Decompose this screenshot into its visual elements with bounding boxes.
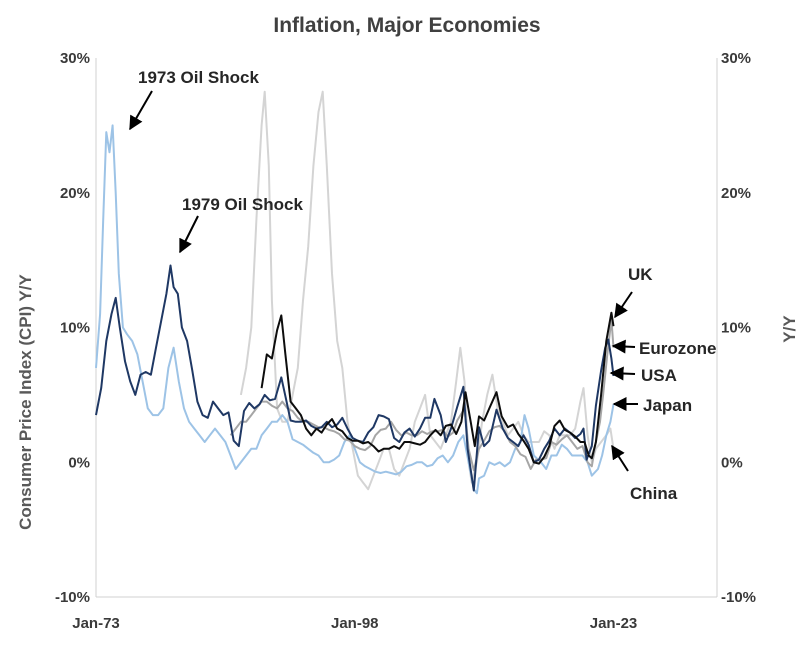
y-tick-label-right: -10%: [721, 589, 756, 606]
x-tick-label: Jan-73: [72, 615, 120, 632]
series-line-eurozone: [229, 318, 615, 472]
label-japan: Japan: [643, 396, 692, 415]
y-tick-label-left: 0%: [68, 454, 90, 471]
label-arrow-eurozone: [611, 339, 636, 354]
chart-title: Inflation, Major Economies: [273, 14, 540, 37]
y-tick-label-right: 0%: [721, 454, 743, 471]
y-tick-label-right: 30%: [721, 50, 751, 67]
label-arrow-usa: [609, 366, 636, 381]
series-layer: [95, 90, 615, 495]
y-tick-label-right: 10%: [721, 320, 751, 337]
annotation-1973-oil-shock: 1973 Oil Shock: [138, 68, 259, 87]
y-tick-label-left: 10%: [60, 320, 90, 337]
series-line-uk: [260, 311, 615, 465]
y-ticks-right: -10% 0% 10% 20% 30%: [721, 50, 756, 606]
label-uk: UK: [628, 265, 653, 284]
label-usa: USA: [641, 366, 677, 385]
x-ticks: Jan-73 Jan-98 Jan-23: [72, 615, 637, 632]
y-tick-label-left: -10%: [55, 589, 90, 606]
y-axis-label-right: Y/Y: [780, 315, 799, 343]
label-arrow-china: [611, 444, 629, 472]
y-tick-label-right: 20%: [721, 185, 751, 202]
x-tick-label: Jan-98: [331, 615, 379, 632]
series-line-china: [239, 90, 615, 491]
y-ticks-left: -10% 0% 10% 20% 30%: [55, 50, 90, 606]
y-axis-label-left: Consumer Price Index (CPI) Y/Y: [16, 273, 35, 529]
x-tick-label: Jan-23: [590, 615, 638, 632]
label-china: China: [630, 484, 678, 503]
y-tick-label-left: 20%: [60, 185, 90, 202]
annotation-arrow-1973: [129, 90, 153, 131]
y-tick-label-left: 30%: [60, 50, 90, 67]
annotations: 1973 Oil Shock 1979 Oil Shock UK Eurozon…: [129, 68, 716, 503]
label-arrow-uk: [614, 291, 633, 319]
annotation-1979-oil-shock: 1979 Oil Shock: [182, 195, 303, 214]
annotation-arrow-1979: [179, 215, 199, 254]
series-line-usa: [95, 264, 615, 492]
label-eurozone: Eurozone: [639, 339, 716, 358]
